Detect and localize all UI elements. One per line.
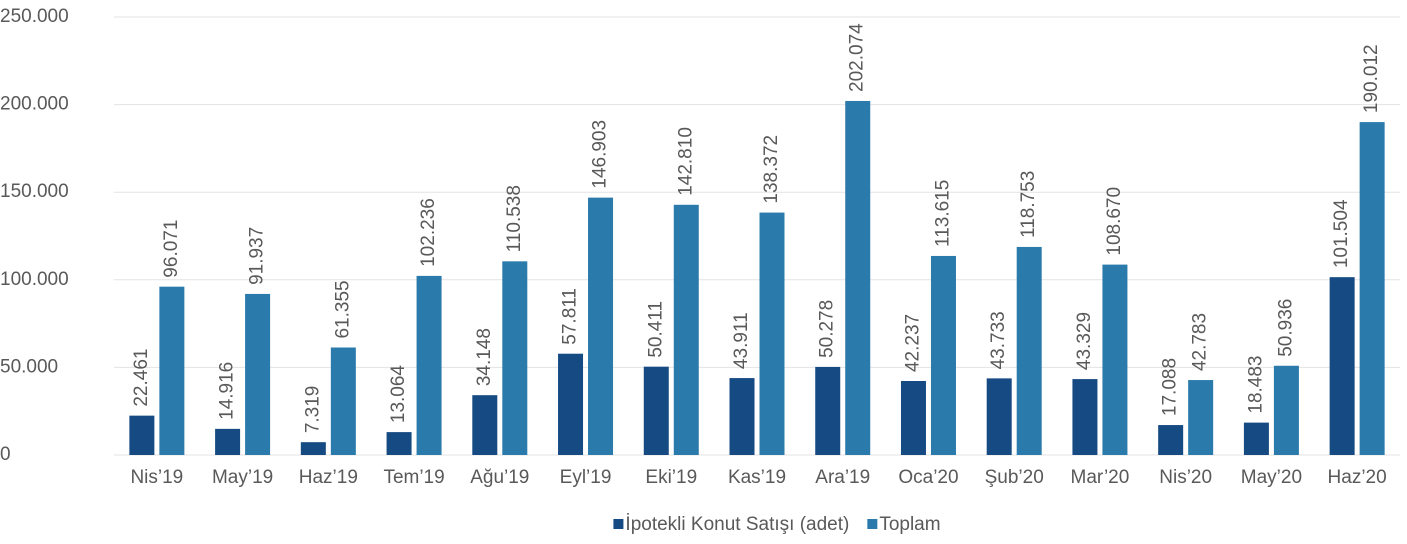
x-tick-label: Nis’20 xyxy=(1159,467,1212,488)
x-tick-label: Tem’19 xyxy=(383,467,444,488)
x-tick-label: Eyl’19 xyxy=(560,467,612,488)
value-label: 34.148 xyxy=(474,328,495,386)
x-tick-label: Ağu’19 xyxy=(470,467,529,488)
bar xyxy=(416,275,442,455)
value-label: 13.064 xyxy=(388,365,409,424)
value-label: 50.278 xyxy=(817,300,838,358)
bar xyxy=(729,378,755,455)
bar xyxy=(330,347,356,455)
x-tick-label: Ara’19 xyxy=(815,467,870,488)
value-label: 146.903 xyxy=(590,120,611,189)
bar xyxy=(1016,246,1042,455)
bar xyxy=(673,204,699,455)
bar xyxy=(1188,380,1214,455)
value-label: 7.319 xyxy=(302,386,323,434)
value-label: 118.753 xyxy=(1018,171,1039,238)
bar xyxy=(1158,425,1184,455)
value-label: 101.504 xyxy=(1331,199,1352,268)
bar xyxy=(159,286,185,455)
legend-swatch xyxy=(867,519,878,529)
value-label: 110.538 xyxy=(504,185,525,252)
x-tick-label: Oca’20 xyxy=(898,467,958,488)
bar xyxy=(845,100,871,455)
value-label: 18.483 xyxy=(1245,355,1266,413)
x-tick-label: Kas’19 xyxy=(728,467,786,488)
value-label: 43.329 xyxy=(1074,312,1095,370)
value-label: 14.916 xyxy=(217,362,238,420)
x-tick-label: Şub’20 xyxy=(985,467,1044,488)
bar xyxy=(1359,122,1385,456)
y-tick-label: 50.000 xyxy=(0,356,58,377)
bar xyxy=(643,366,669,455)
y-tick-label: 200.000 xyxy=(0,94,69,115)
bar xyxy=(759,212,785,455)
value-label: 96.071 xyxy=(161,220,182,278)
legend-swatch xyxy=(613,519,624,529)
value-label: 43.733 xyxy=(988,311,1009,369)
bar xyxy=(1243,422,1269,455)
bar xyxy=(588,197,614,455)
value-label: 42.783 xyxy=(1190,313,1211,371)
bar xyxy=(900,381,926,455)
y-tick-label: 250.000 xyxy=(0,6,69,27)
value-label: 91.937 xyxy=(247,227,268,285)
x-tick-label: Eki’19 xyxy=(645,467,697,488)
bar xyxy=(1102,264,1128,455)
x-tick-label: May’19 xyxy=(212,467,273,488)
bar xyxy=(129,415,155,455)
value-label: 22.461 xyxy=(131,349,152,407)
value-label: 108.670 xyxy=(1104,187,1125,256)
value-label: 43.911 xyxy=(731,312,752,369)
x-tick-label: Nis’19 xyxy=(130,467,183,488)
y-tick-label: 0 xyxy=(0,444,11,465)
value-label: 17.088 xyxy=(1160,358,1181,416)
y-tick-label: 100.000 xyxy=(0,269,69,290)
bar xyxy=(815,366,841,455)
value-label: 142.810 xyxy=(675,127,696,196)
value-label: 202.074 xyxy=(847,23,868,92)
bar xyxy=(215,428,241,455)
bar xyxy=(386,432,412,455)
y-tick-label: 150.000 xyxy=(0,181,69,202)
bar xyxy=(1329,277,1355,455)
bar xyxy=(1273,365,1299,455)
bar xyxy=(502,261,528,455)
value-label: 102.236 xyxy=(418,198,439,267)
value-label: 50.936 xyxy=(1275,299,1296,357)
value-label: 50.411 xyxy=(645,301,666,358)
value-label: 113.615 xyxy=(932,180,953,247)
bar xyxy=(245,293,271,455)
value-label: 61.355 xyxy=(332,280,353,338)
value-label: 190.012 xyxy=(1361,44,1382,113)
bar xyxy=(930,255,956,455)
bar xyxy=(300,442,326,455)
bar xyxy=(986,378,1012,455)
legend-label: İpotekli Konut Satışı (adet) xyxy=(625,514,849,535)
bar xyxy=(1072,379,1098,455)
bar xyxy=(472,395,498,455)
legend: İpotekli Konut Satışı (adet) Toplam xyxy=(613,514,941,535)
value-label: 42.237 xyxy=(902,314,923,372)
x-tick-label: Mar’20 xyxy=(1071,467,1130,488)
x-tick-label: May’20 xyxy=(1241,467,1302,488)
value-label: 57.811 xyxy=(560,288,581,345)
x-tick-label: Haz’19 xyxy=(299,467,358,488)
legend-label: Toplam xyxy=(879,514,940,535)
value-label: 138.372 xyxy=(761,135,782,204)
x-tick-label: Haz’20 xyxy=(1328,467,1387,488)
bar xyxy=(558,353,584,455)
